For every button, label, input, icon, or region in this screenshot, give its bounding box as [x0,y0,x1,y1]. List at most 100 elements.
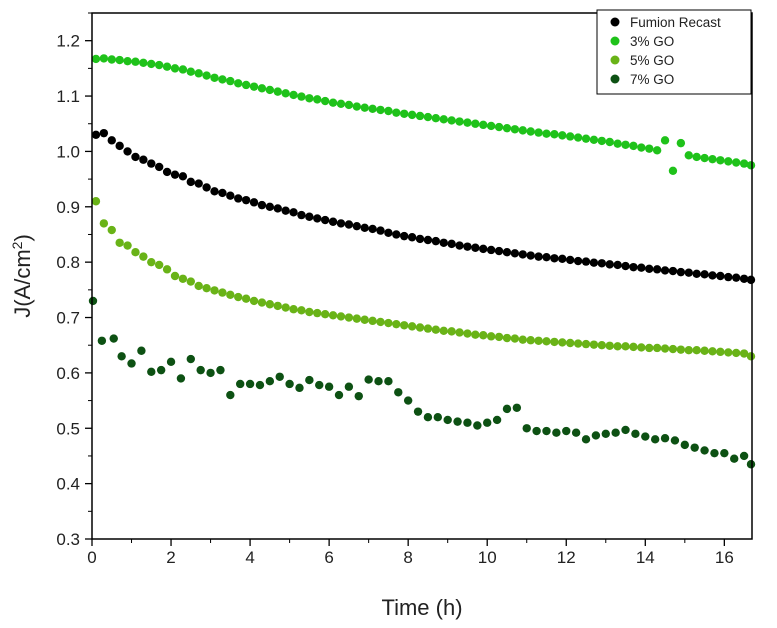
data-point [297,210,306,220]
series-fumion-recast [91,128,756,285]
data-point [265,300,275,309]
data-point [684,151,693,160]
data-point [684,345,693,355]
data-point [407,322,417,331]
data-point [601,429,610,438]
data-point [597,136,607,146]
data-point [313,214,322,223]
data-point [352,102,361,111]
data-point [178,172,188,181]
data-point [265,85,275,95]
data-point [154,260,164,270]
data-point [518,250,527,259]
data-point [597,341,607,350]
data-point [502,333,512,343]
data-point [463,118,472,127]
data-point [621,425,630,435]
data-point [186,354,196,364]
data-point [216,365,225,375]
data-point [313,308,322,318]
data-point [552,428,561,437]
data-point [162,167,172,177]
data-point [455,241,464,250]
data-point [581,339,591,349]
data-point [360,223,369,233]
legend-marker [610,55,620,65]
data-point [558,254,567,264]
y-tick-label: 0.5 [56,419,80,438]
data-point [413,407,423,416]
data-point [550,337,559,347]
data-point [573,133,583,142]
data-point [99,219,109,228]
data-point [360,315,369,324]
data-point [115,55,124,65]
data-point [352,221,361,231]
data-point [107,55,116,64]
data-point [581,435,591,444]
y-tick-label: 0.4 [56,475,80,494]
data-point [471,330,480,339]
data-point [700,446,709,455]
data-point [518,126,527,135]
data-point [218,75,227,84]
data-point [526,127,535,136]
y-axis-title: J(A/cm2) [9,234,35,318]
x-tick-label: 0 [87,548,96,567]
y-tick-label: 0.6 [56,364,80,383]
data-point [281,303,290,312]
data-point [368,104,377,113]
data-point [178,274,188,283]
data-point [522,424,531,433]
data-point [502,404,512,414]
data-point [668,166,678,175]
data-point [550,254,559,263]
data-point [305,307,314,317]
data-point [439,326,448,336]
data-point [249,82,259,91]
data-point [573,339,583,348]
data-point [431,114,441,123]
data-point [305,212,314,221]
data-point [176,374,186,383]
data-point [431,325,441,334]
data-point [123,147,132,156]
data-point [558,338,567,347]
data-point [518,335,527,344]
data-point [637,343,646,352]
x-axis-title: Time (h) [381,595,462,620]
data-point [131,57,140,66]
data-points [88,54,756,469]
legend-box [596,9,752,95]
y-tick-label: 0.9 [56,198,80,217]
data-point [344,382,354,391]
data-point [423,112,433,122]
data-point [589,135,599,144]
data-point [483,418,492,427]
data-point [660,344,670,353]
data-point [629,262,638,272]
data-point [91,54,101,64]
data-point [354,391,363,401]
data-point [202,183,211,192]
data-point [680,440,690,450]
data-point [115,141,124,151]
data-point [123,241,132,250]
data-point [275,372,284,381]
data-point [739,349,749,358]
y-axis-ticks: 0.3 0.4 0.5 0.6 0.7 0.8 0.9 1.0 1.1 1.2 [56,12,92,549]
data-point [236,379,245,389]
data-point [415,234,425,244]
data-point [716,156,725,165]
data-point [297,306,306,315]
data-point [724,157,733,166]
data-point [611,428,620,437]
y-axis-title-close: ) [10,234,35,241]
data-point [573,256,583,266]
data-point [473,421,482,430]
data-point [336,219,346,228]
data-point [433,412,443,422]
data-point [186,177,196,187]
data-point [91,130,101,140]
legend-label: 5% GO [630,53,674,68]
